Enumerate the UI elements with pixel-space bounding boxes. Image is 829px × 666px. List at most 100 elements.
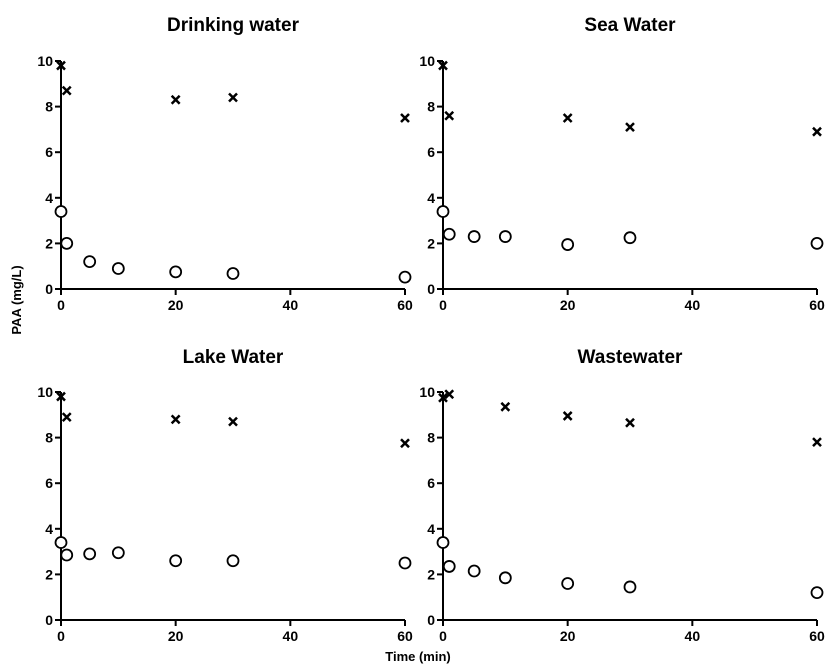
circle-data-point bbox=[60, 548, 74, 562]
circle-data-point bbox=[561, 238, 575, 251]
circle-data-point bbox=[810, 236, 824, 250]
cross-data-point bbox=[228, 92, 238, 103]
cross-data-point bbox=[170, 414, 181, 425]
x-tick-label: 40 bbox=[685, 628, 701, 644]
x-tick-label: 40 bbox=[283, 628, 299, 644]
shared-y-axis-label: PAA (mg/L) bbox=[9, 265, 24, 334]
y-tick-label: 10 bbox=[419, 384, 435, 400]
chart-title: Wastewater bbox=[578, 347, 683, 368]
cross-data-point bbox=[562, 113, 573, 123]
x-tick-label: 60 bbox=[809, 297, 825, 313]
circle-data-point bbox=[623, 580, 637, 594]
circle-data-point bbox=[83, 255, 97, 269]
cross-data-point bbox=[562, 411, 573, 421]
cross-data-point bbox=[444, 110, 455, 121]
x-tick-label: 0 bbox=[439, 297, 447, 313]
x-tick-label: 0 bbox=[57, 297, 65, 313]
circle-data-point bbox=[561, 577, 575, 590]
x-tick-label: 60 bbox=[397, 628, 413, 644]
circle-data-point bbox=[60, 236, 74, 250]
cross-data-point bbox=[812, 126, 822, 137]
y-tick-label: 0 bbox=[45, 612, 53, 628]
circle-data-point bbox=[226, 267, 240, 280]
cross-data-point bbox=[444, 389, 455, 400]
y-tick-label: 6 bbox=[427, 475, 435, 491]
y-tick-label: 6 bbox=[427, 144, 435, 160]
chart-panel-3: Lake Water 0 2 4 6 8 10 0 20 40 60 bbox=[37, 347, 413, 644]
cross-data-point bbox=[170, 94, 181, 105]
y-tick-label: 2 bbox=[427, 566, 435, 582]
y-tick-label: 8 bbox=[45, 99, 53, 115]
x-tick-label: 20 bbox=[560, 297, 576, 313]
cross-data-point bbox=[61, 412, 72, 422]
cross-data-point bbox=[438, 392, 448, 403]
y-tick-label: 0 bbox=[427, 281, 435, 297]
shared-x-axis-label: Time (min) bbox=[385, 649, 451, 664]
y-tick-label: 0 bbox=[427, 612, 435, 628]
circle-data-point bbox=[467, 230, 481, 243]
cross-data-point bbox=[400, 438, 410, 449]
chart-title: Sea Water bbox=[584, 15, 676, 36]
circle-data-point bbox=[442, 227, 456, 241]
chart-panel-1: Drinking water 0 2 4 6 8 10 0 20 40 60 bbox=[37, 15, 413, 313]
circle-data-point bbox=[436, 205, 450, 218]
y-tick-label: 2 bbox=[45, 566, 53, 582]
x-tick-label: 60 bbox=[809, 628, 825, 644]
cross-data-point bbox=[812, 437, 822, 448]
cross-data-point bbox=[56, 60, 66, 71]
chart-panel-4: Wastewater 0 2 4 6 8 10 0 20 40 60 bbox=[419, 347, 825, 644]
cross-data-point bbox=[625, 417, 635, 428]
circle-data-point bbox=[398, 556, 412, 570]
cross-data-point bbox=[438, 60, 448, 71]
y-tick-label: 6 bbox=[45, 475, 53, 491]
y-tick-label: 0 bbox=[45, 281, 53, 297]
cross-data-point bbox=[400, 113, 410, 123]
y-tick-label: 10 bbox=[419, 53, 435, 69]
cross-data-point bbox=[56, 391, 66, 402]
y-tick-label: 4 bbox=[45, 190, 53, 206]
y-tick-label: 10 bbox=[37, 53, 53, 69]
cross-data-point bbox=[625, 122, 635, 133]
x-tick-label: 20 bbox=[168, 628, 184, 644]
circle-data-point bbox=[169, 554, 183, 568]
cross-data-point bbox=[228, 416, 238, 427]
x-tick-label: 0 bbox=[57, 628, 65, 644]
circle-data-point bbox=[111, 262, 125, 275]
circle-data-point bbox=[442, 560, 456, 573]
circle-data-point bbox=[498, 571, 512, 585]
x-tick-label: 40 bbox=[685, 297, 701, 313]
circle-data-point bbox=[111, 546, 125, 560]
circle-data-point bbox=[226, 554, 240, 568]
chart-title: Lake Water bbox=[183, 347, 284, 368]
chart-panel-2: Sea Water 0 2 4 6 8 10 0 20 40 60 bbox=[419, 15, 825, 313]
circle-data-point bbox=[810, 586, 824, 600]
circle-data-point bbox=[436, 536, 450, 549]
cross-data-point bbox=[61, 85, 72, 96]
x-tick-label: 20 bbox=[168, 297, 184, 313]
circle-data-point bbox=[83, 547, 97, 561]
x-tick-label: 0 bbox=[439, 628, 447, 644]
x-tick-label: 40 bbox=[283, 297, 299, 313]
circle-data-point bbox=[169, 265, 183, 279]
y-tick-label: 2 bbox=[427, 235, 435, 251]
y-tick-label: 8 bbox=[427, 430, 435, 446]
cross-data-point bbox=[500, 401, 511, 412]
y-tick-label: 6 bbox=[45, 144, 53, 160]
y-tick-label: 8 bbox=[45, 430, 53, 446]
y-tick-label: 4 bbox=[427, 190, 435, 206]
chart-title: Drinking water bbox=[167, 15, 300, 36]
circle-data-point bbox=[498, 230, 512, 243]
x-tick-label: 60 bbox=[397, 297, 413, 313]
y-tick-label: 4 bbox=[45, 521, 53, 537]
circle-data-point bbox=[467, 564, 481, 578]
x-tick-label: 20 bbox=[560, 628, 576, 644]
y-tick-label: 2 bbox=[45, 235, 53, 251]
y-tick-label: 8 bbox=[427, 99, 435, 115]
circle-data-point bbox=[623, 231, 637, 245]
circle-data-point bbox=[54, 536, 68, 549]
y-tick-label: 10 bbox=[37, 384, 53, 400]
y-tick-label: 4 bbox=[427, 521, 435, 537]
circle-data-point bbox=[398, 270, 412, 284]
